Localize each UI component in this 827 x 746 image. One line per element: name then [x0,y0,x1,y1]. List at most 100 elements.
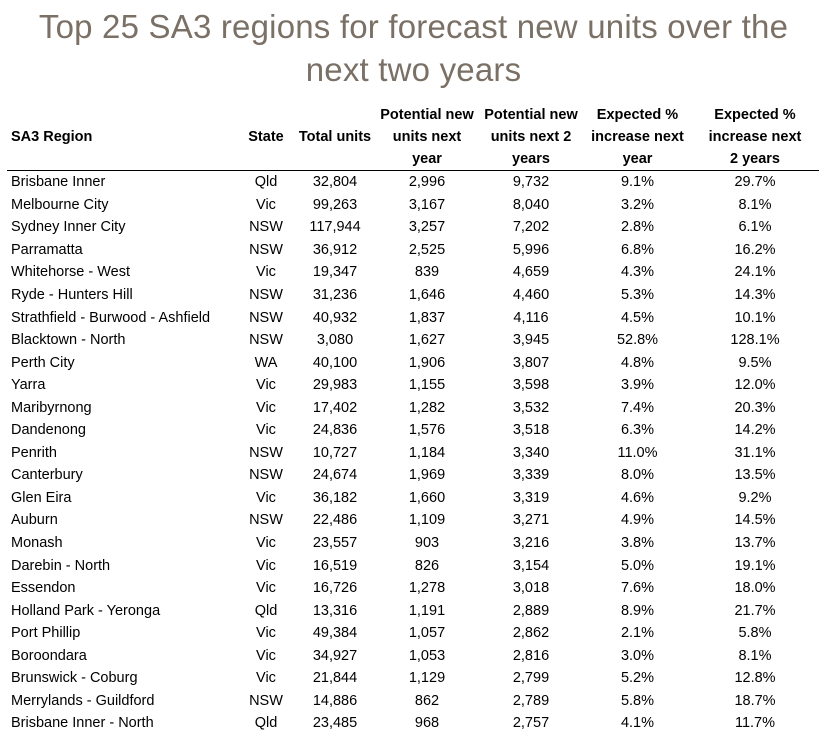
expected-increase-next-2-years-cell: 20.3% [734,399,776,416]
state-cell: NSW [249,467,283,484]
state-cell: NSW [249,444,283,461]
potential-new-next-2-years-cell: 3,018 [512,580,550,597]
table-row: Brisbane Inner - North Qld 23,485 968 2,757 4… [7,712,819,735]
state-cell: NSW [249,692,283,709]
potential-new-next-year-cell: 1,969 [408,467,446,484]
units-table-container: SA3 Region State Total units Potential n… [7,104,819,735]
region-cell: Monash [11,535,63,552]
region-cell: Yarra [11,377,46,394]
units-table: SA3 Region State Total units Potential n… [7,104,819,735]
header-line: year [412,151,442,167]
region-cell: Brisbane Inner - North [11,715,154,732]
table-row: Melbourne City Vic 99,263 3,167 8,040 3.2% 8.1… [7,194,819,217]
potential-new-next-year-cell: 968 [414,715,440,732]
header-line: Expected % [596,107,679,123]
title-line-1: Top 25 SA3 regions for forecast new unit… [38,8,789,45]
state-cell: NSW [249,332,283,349]
table-row: Whitehorse - West Vic 19,347 839 4,659 4.3% 24… [7,261,819,284]
region-cell: Parramatta [11,241,83,258]
expected-increase-next-year-cell: 4.9% [620,512,655,529]
total-units-cell: 31,236 [312,287,358,303]
expected-increase-next-year-cell: 5.8% [620,692,655,709]
expected-increase-next-2-years-cell: 8.1% [738,647,772,664]
table-row: Maribyrnong Vic 17,402 1,282 3,532 7.4% 20.3% [7,396,819,419]
region-cell: Essendon [11,580,76,597]
state-cell: Qld [254,174,278,191]
total-units-cell: 40,932 [312,309,358,326]
expected-increase-next-year-cell: 8.0% [620,467,655,484]
potential-new-next-year-cell: 1,576 [408,422,446,439]
potential-new-next-2-years-cell: 3,154 [512,557,550,574]
potential-new-next-year-cell: 862 [414,692,440,709]
potential-new-next-year-cell: 2,525 [408,241,446,258]
state-cell: Vic [256,489,276,506]
expected-increase-next-year-cell: 11.0% [617,444,658,461]
table-row: Darebin - North Vic 16,519 826 3,154 5.0% 19.1… [7,554,819,577]
region-cell: Glen Eira [11,489,72,506]
table-row: Ryde - Hunters Hill NSW 31,236 1,646 4,460 5.… [7,284,819,307]
region-cell: Boroondara [11,647,87,664]
expected-increase-next-2-years-cell: 13.7% [734,535,776,552]
region-cell: Canterbury [11,467,83,484]
potential-new-next-year-cell: 2,996 [408,174,446,191]
potential-new-next-2-years-cell: 4,116 [513,309,549,326]
potential-new-next-year-cell: 839 [414,264,440,281]
potential-new-next-2-years-cell: 8,040 [512,196,550,213]
potential-new-next-year-cell: 826 [414,557,440,574]
expected-increase-next-2-years-cell: 14.3% [734,287,776,303]
expected-increase-next-2-years-cell: 21.7% [734,602,776,619]
expected-increase-next-year-cell: 5.2% [620,670,655,687]
state-cell: NSW [249,219,283,236]
expected-increase-next-2-years-cell: 31.1% [734,444,776,461]
expected-increase-next-2-years-cell: 12.0% [734,377,776,394]
potential-new-next-year-cell: 1,660 [408,489,446,506]
table-row: Auburn NSW 22,486 1,109 3,271 4.9% 14.5% [7,509,819,532]
total-units-cell: 24,836 [312,422,358,439]
column-header-expected-increase-next-year: Expected % increase next year [584,104,691,171]
column-header-region: SA3 Region [11,129,93,145]
table-row: Blacktown - North NSW 3,080 1,627 3,945 52.8%… [7,329,819,352]
total-units-cell: 24,674 [312,467,358,484]
expected-increase-next-2-years-cell: 13.5% [734,467,776,484]
potential-new-next-year-cell: 1,184 [408,444,446,461]
potential-new-next-2-years-cell: 3,945 [512,332,550,349]
expected-increase-next-2-years-cell: 16.2% [734,241,776,258]
table-row: Parramatta NSW 36,912 2,525 5,996 6.8% 16.2% [7,239,819,262]
table-row: Boroondara Vic 34,927 1,053 2,816 3.0% 8.1% [7,644,819,667]
total-units-cell: 117,944 [309,219,361,236]
total-units-cell: 22,486 [312,512,358,529]
potential-new-next-year-cell: 1,129 [408,670,446,687]
expected-increase-next-year-cell: 6.3% [620,422,655,439]
total-units-cell: 10,727 [312,444,358,461]
expected-increase-next-2-years-cell: 14.2% [734,422,776,439]
state-cell: Vic [256,399,276,416]
column-header-total-units: Total units [298,129,372,145]
expected-increase-next-2-years-cell: 12.8% [734,670,776,687]
table-row: Brunswick - Coburg Vic 21,844 1,129 2,799 5.2… [7,667,819,690]
expected-increase-next-2-years-cell: 14.5% [734,512,776,529]
expected-increase-next-2-years-cell: 18.0% [734,580,776,597]
region-cell: Ryde - Hunters Hill [11,287,133,303]
title-line-2: next two years [305,51,522,88]
expected-increase-next-2-years-cell: 5.8% [738,625,772,642]
potential-new-next-year-cell: 1,155 [408,377,446,394]
total-units-cell: 21,844 [312,670,358,687]
expected-increase-next-2-years-cell: 6.1% [738,219,772,236]
expected-increase-next-2-years-cell: 19.1% [734,557,776,574]
total-units-cell: 36,912 [312,241,358,258]
total-units-cell: 23,557 [312,535,358,552]
state-cell: Vic [256,557,276,574]
potential-new-next-2-years-cell: 3,518 [512,422,550,439]
region-cell: Brunswick - Coburg [11,670,138,687]
potential-new-next-2-years-cell: 5,996 [512,241,550,258]
table-row: Perth City WA 40,100 1,906 3,807 4.8% 9.5% [7,351,819,374]
expected-increase-next-year-cell: 4.1% [620,715,655,732]
table-row: Strathfield - Burwood - Ashfield NSW 40,93… [7,306,819,329]
state-cell: Vic [256,264,276,281]
expected-increase-next-year-cell: 3.9% [620,377,655,394]
expected-increase-next-year-cell: 5.0% [620,557,655,574]
potential-new-next-2-years-cell: 3,807 [512,354,550,371]
expected-increase-next-2-years-cell: 128.1% [730,332,780,349]
expected-increase-next-year-cell: 7.6% [620,580,655,597]
